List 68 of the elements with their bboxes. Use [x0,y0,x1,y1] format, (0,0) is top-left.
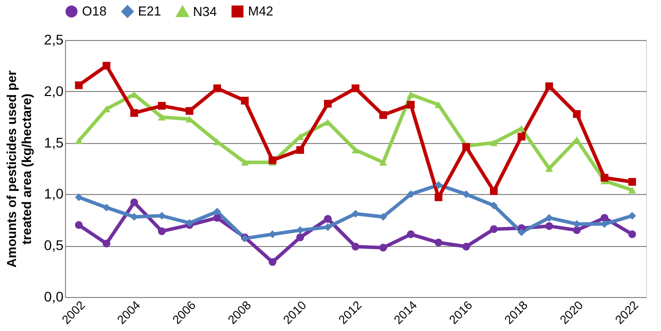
point [406,91,415,98]
point [268,156,276,164]
point [213,208,222,216]
point [213,214,222,222]
point [572,226,581,234]
point [74,193,83,202]
point [518,228,526,236]
point [434,238,442,246]
point [600,174,608,182]
point [462,190,470,198]
point [572,110,581,118]
point [74,81,83,90]
point [158,114,166,120]
point [545,82,554,90]
point [462,242,470,250]
y-axis-title: Amounts of pesticides used per treated area (kg/hectare) [4,70,34,268]
point [406,230,415,238]
point [379,244,388,252]
point [74,221,83,229]
point [102,62,110,70]
point [158,102,166,110]
point [158,227,166,236]
point [102,204,110,212]
legend-label: E21 [138,4,162,19]
point [600,214,608,222]
point [74,137,83,144]
legend-label: O18 [82,4,107,19]
point [352,146,360,154]
point [130,109,138,117]
legend-label: N34 [193,4,217,19]
point [324,215,332,223]
point [628,186,636,194]
point [406,100,415,109]
point [628,178,636,186]
y-tick-label: 2,0 [44,82,64,99]
point [240,158,249,166]
point [545,222,554,230]
point [213,84,222,92]
point [102,240,110,248]
point [406,190,415,198]
point [490,187,498,195]
legend-label: M42 [248,4,274,19]
point [518,132,526,141]
point [490,225,498,234]
point [518,125,526,132]
point [434,101,442,108]
y-tick-label: 1,0 [44,186,64,202]
y-tick-label: 1,5 [44,134,64,150]
point [130,198,138,206]
y-tick-label: 2,5 [44,32,64,48]
point [186,107,194,115]
point [379,111,388,119]
point [240,96,249,105]
point [490,139,498,146]
point [268,258,276,266]
point [628,230,636,238]
y-tick-label: 0,5 [44,237,64,254]
point [434,193,442,202]
point [296,146,304,154]
point [545,165,554,172]
point [628,212,636,220]
y-tick-label: 0,0 [44,288,64,304]
point [324,100,332,108]
point [352,84,360,92]
point [490,202,498,210]
point [296,234,304,242]
point [434,181,442,189]
point [352,242,360,250]
